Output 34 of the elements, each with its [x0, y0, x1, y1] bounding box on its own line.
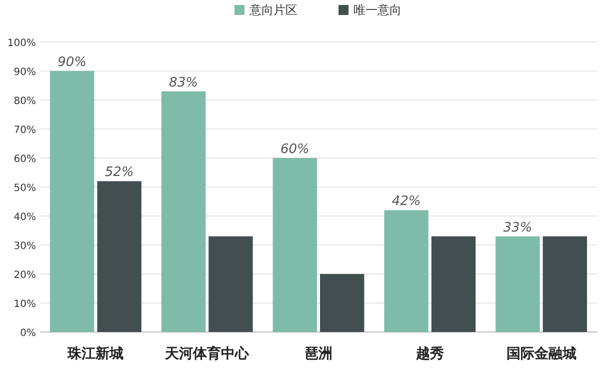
bar: [431, 236, 476, 332]
bar: [384, 210, 428, 332]
data-label: 83%: [169, 75, 198, 90]
y-tick-label: 50%: [14, 183, 36, 194]
legend-label: 意向片区: [248, 3, 298, 17]
y-tick-label: 30%: [14, 241, 36, 252]
y-tick-label: 40%: [14, 212, 36, 223]
bar: [97, 181, 142, 332]
x-tick-label: 越秀: [414, 345, 444, 362]
y-tick-label: 60%: [14, 154, 36, 165]
bar: [50, 71, 94, 332]
data-label: 60%: [280, 142, 310, 157]
data-label: 33%: [503, 220, 532, 236]
x-tick-label: 珠江新城: [66, 345, 124, 362]
y-tick-label: 70%: [14, 125, 36, 136]
x-tick-label: 琶洲: [304, 346, 332, 362]
y-tick-label: 20%: [14, 270, 36, 281]
x-tick-label: 国际金融城: [506, 346, 576, 362]
y-tick-label: 10%: [14, 299, 36, 310]
data-label: 52%: [104, 165, 134, 180]
bar: [496, 236, 540, 332]
y-tick-label: 90%: [14, 67, 36, 78]
bar: [320, 274, 364, 332]
data-label: 42%: [392, 194, 421, 210]
x-tick-label: 天河体育中心: [164, 345, 250, 362]
y-tick-label: 80%: [14, 96, 36, 107]
bar: [161, 91, 206, 332]
bar: [542, 236, 587, 332]
legend-label: 唯一意向: [354, 3, 402, 17]
y-tick-label: 0%: [20, 328, 36, 339]
bar: [208, 236, 253, 332]
data-label: 90%: [58, 55, 87, 70]
bar: [272, 158, 317, 332]
y-tick-label: 100%: [7, 38, 36, 49]
